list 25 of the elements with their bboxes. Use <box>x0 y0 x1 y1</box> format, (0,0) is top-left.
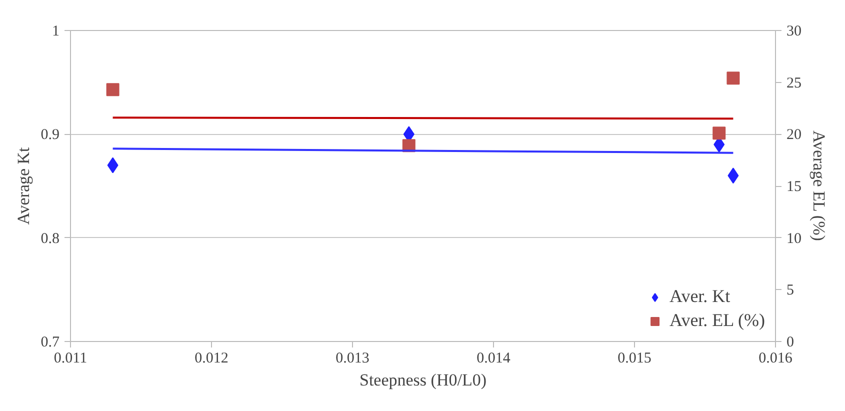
point <box>712 126 726 140</box>
y2-tick-label: 10 <box>786 230 802 247</box>
y-tick-label: 0.9 <box>40 127 60 144</box>
x-tick-label: 0.012 <box>194 350 228 366</box>
y-tick-label: 0.7 <box>40 334 60 350</box>
y2-tick-label: 15 <box>786 179 802 195</box>
x-tick-label: 0.015 <box>618 350 652 366</box>
legend-label: Aver. EL (%) <box>670 310 765 331</box>
y-tick-label: 1 <box>52 24 60 40</box>
y-tick-label: 0.8 <box>40 230 60 247</box>
x-tick-label: 0.014 <box>476 350 511 366</box>
y2-tick-label: 0 <box>786 334 794 350</box>
point <box>726 72 740 85</box>
x-axis-title: Steepness (H0/L0) <box>360 370 487 390</box>
x-tick-label: 0.013 <box>336 350 370 366</box>
y2-tick-label: 30 <box>786 24 802 40</box>
y2-tick-label: 25 <box>786 75 802 92</box>
x-tick-label: 0.011 <box>54 350 88 366</box>
y-axis-title: Average Kt <box>14 146 33 225</box>
x-tick-label: 0.016 <box>758 350 793 366</box>
y2-tick-label: 20 <box>786 127 802 144</box>
point <box>106 83 120 96</box>
y2-axis-title: Average EL (%) <box>810 130 828 241</box>
legend-label: Aver. Kt <box>670 286 730 307</box>
y2-tick-label: 5 <box>786 282 794 299</box>
